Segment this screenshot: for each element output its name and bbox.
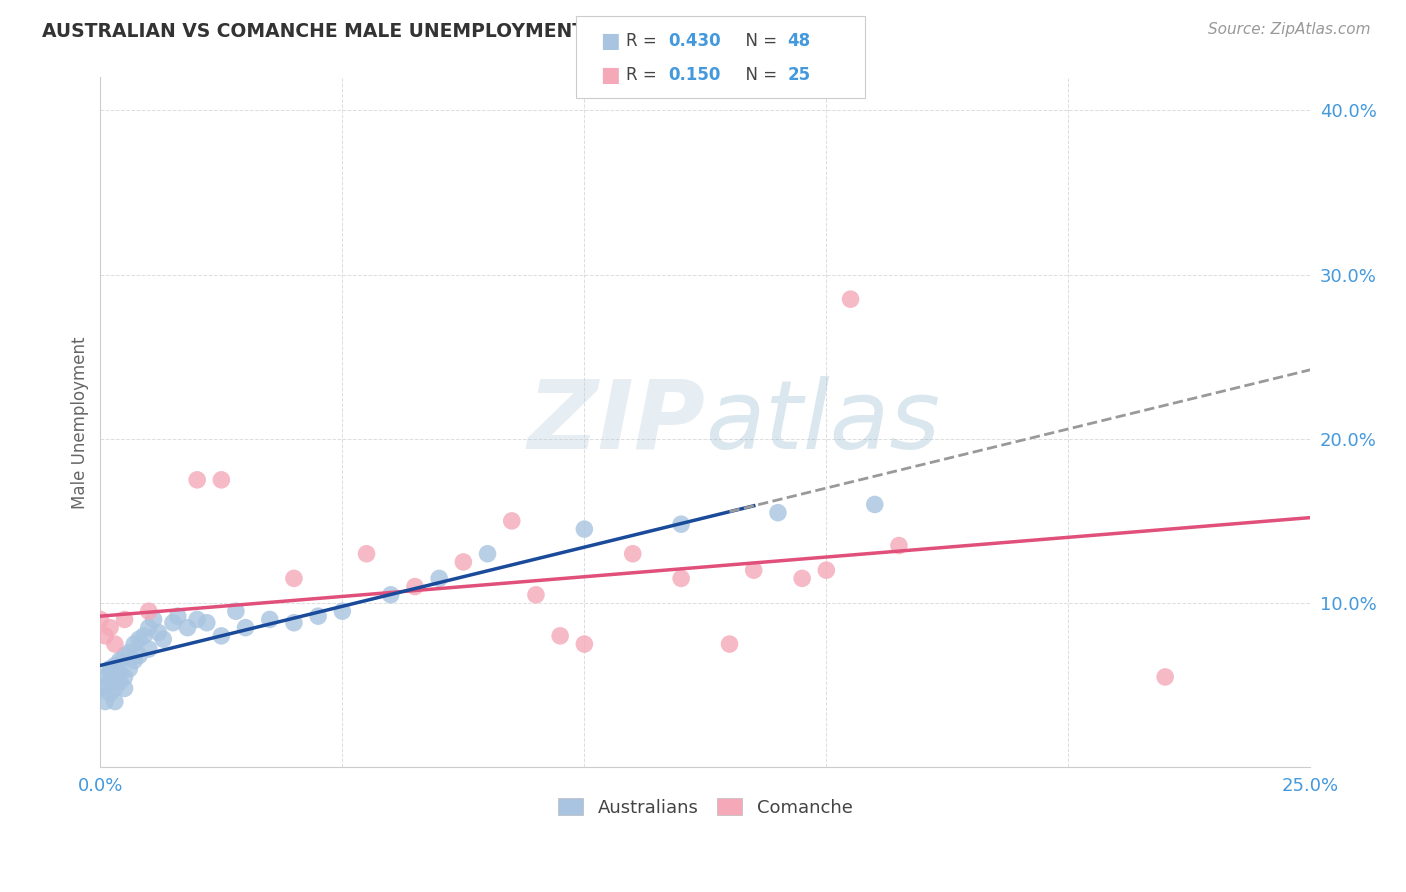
Point	[128, 648, 150, 663]
Text: atlas: atlas	[706, 376, 941, 469]
Point	[166, 609, 188, 624]
Point	[669, 517, 692, 532]
Point	[259, 612, 281, 626]
Point	[114, 670, 136, 684]
Text: ■: ■	[600, 31, 620, 51]
Point	[186, 473, 208, 487]
Point	[98, 662, 121, 676]
Point	[548, 629, 571, 643]
Text: ZIP: ZIP	[527, 376, 706, 469]
Text: ■: ■	[600, 65, 620, 86]
Point	[283, 615, 305, 630]
Point	[815, 563, 838, 577]
Point	[94, 629, 117, 643]
Point	[104, 670, 127, 684]
Point	[195, 615, 218, 630]
Point	[114, 681, 136, 696]
Point	[380, 588, 402, 602]
Point	[114, 612, 136, 626]
Point	[283, 571, 305, 585]
Text: 48: 48	[787, 32, 810, 50]
Point	[176, 621, 198, 635]
Point	[122, 653, 145, 667]
Point	[574, 637, 596, 651]
Point	[94, 670, 117, 684]
Point	[98, 686, 121, 700]
Point	[839, 292, 862, 306]
Point	[186, 612, 208, 626]
Point	[235, 621, 257, 635]
Y-axis label: Male Unemployment: Male Unemployment	[72, 336, 89, 508]
Point	[138, 604, 160, 618]
Text: N =: N =	[735, 66, 783, 85]
Text: N =: N =	[735, 32, 783, 50]
Point	[108, 665, 131, 679]
Point	[142, 612, 165, 626]
Point	[118, 645, 141, 659]
Point	[98, 665, 121, 679]
Point	[104, 658, 127, 673]
Point	[477, 547, 499, 561]
Point	[792, 571, 814, 585]
Point	[94, 695, 117, 709]
Point	[621, 547, 644, 561]
Text: AUSTRALIAN VS COMANCHE MALE UNEMPLOYMENT CORRELATION CHART: AUSTRALIAN VS COMANCHE MALE UNEMPLOYMENT…	[42, 22, 817, 41]
Point	[307, 609, 329, 624]
Point	[1154, 670, 1177, 684]
Point	[122, 637, 145, 651]
Text: 0.150: 0.150	[668, 66, 720, 85]
Point	[114, 648, 136, 663]
Point	[108, 674, 131, 689]
Point	[501, 514, 523, 528]
Point	[104, 695, 127, 709]
Text: R =: R =	[626, 32, 662, 50]
Point	[718, 637, 741, 651]
Point	[118, 662, 141, 676]
Point	[89, 681, 111, 696]
Point	[128, 632, 150, 647]
Text: 25: 25	[787, 66, 810, 85]
Point	[132, 629, 155, 643]
Text: Source: ZipAtlas.com: Source: ZipAtlas.com	[1208, 22, 1371, 37]
Point	[427, 571, 450, 585]
Point	[108, 653, 131, 667]
Text: R =: R =	[626, 66, 662, 85]
Point	[669, 571, 692, 585]
Point	[94, 678, 117, 692]
Point	[138, 642, 160, 657]
Point	[148, 625, 170, 640]
Point	[138, 621, 160, 635]
Point	[453, 555, 475, 569]
Point	[404, 580, 426, 594]
Point	[524, 588, 547, 602]
Point	[209, 473, 232, 487]
Point	[152, 632, 174, 647]
Point	[356, 547, 378, 561]
Point	[742, 563, 765, 577]
Point	[887, 539, 910, 553]
Point	[574, 522, 596, 536]
Point	[863, 498, 886, 512]
Point	[209, 629, 232, 643]
Point	[766, 506, 789, 520]
Point	[104, 637, 127, 651]
Point	[98, 621, 121, 635]
Legend: Australians, Comanche: Australians, Comanche	[551, 790, 859, 824]
Point	[104, 681, 127, 696]
Point	[225, 604, 247, 618]
Text: 0.430: 0.430	[668, 32, 720, 50]
Point	[162, 615, 184, 630]
Point	[89, 612, 111, 626]
Point	[330, 604, 353, 618]
